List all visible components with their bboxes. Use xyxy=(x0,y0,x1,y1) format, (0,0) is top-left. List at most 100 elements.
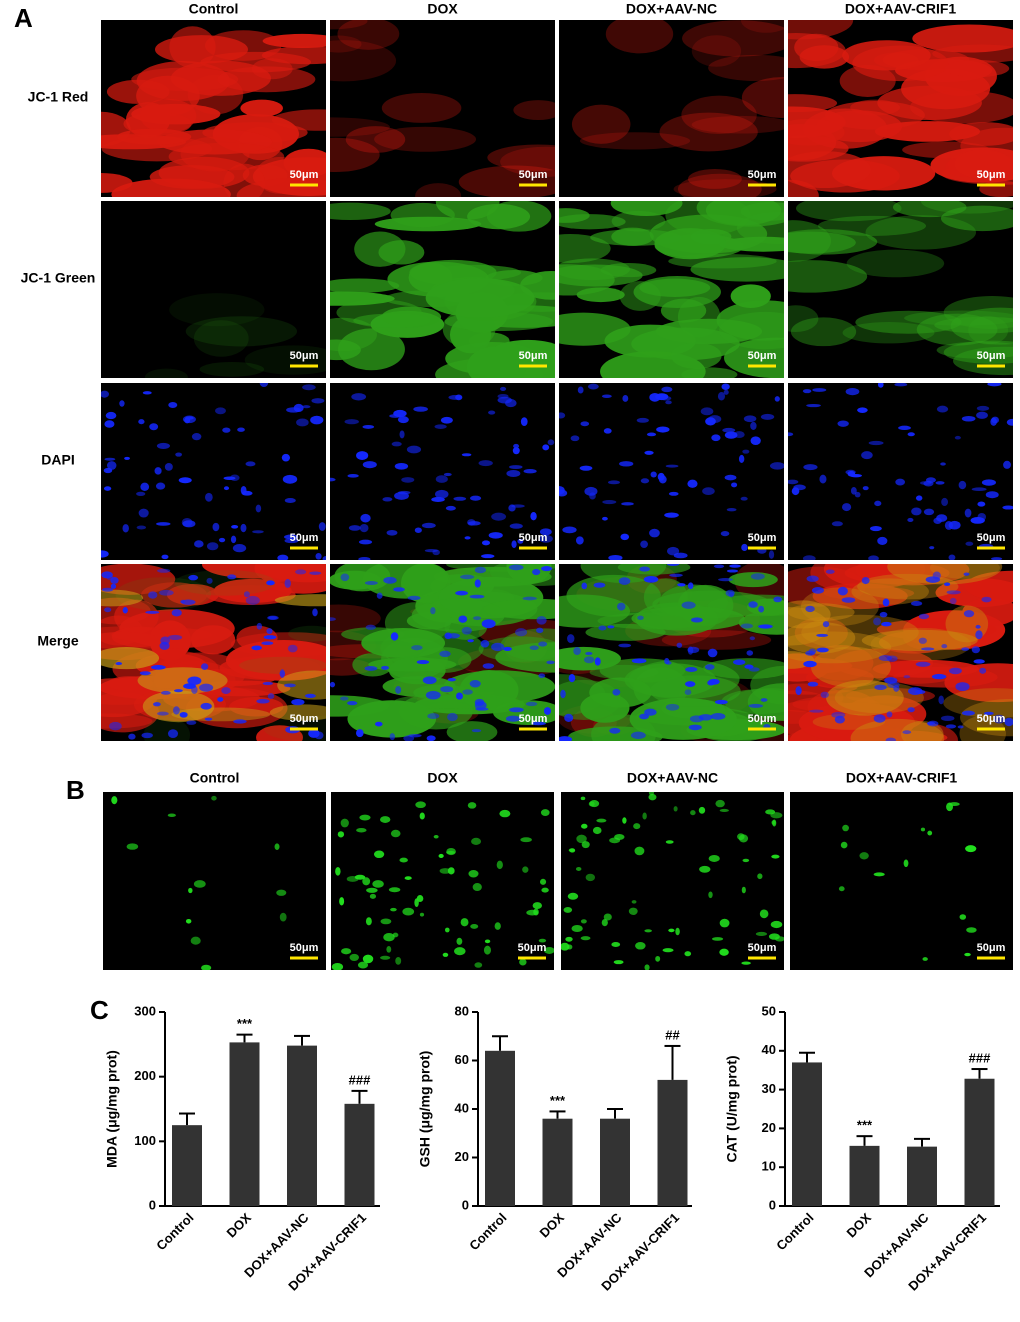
nucleus xyxy=(182,520,196,528)
nucleus xyxy=(206,542,219,551)
nucleus xyxy=(138,419,145,425)
red-signal xyxy=(788,179,819,197)
nucleus xyxy=(424,548,438,553)
tunel-positive-nucleus xyxy=(668,928,675,933)
scale-bar-label: 50μm xyxy=(977,350,1006,362)
scale-bar-label: 50μm xyxy=(748,942,777,954)
yellow-signal xyxy=(277,670,326,700)
nucleus xyxy=(540,565,553,572)
nucleus xyxy=(717,392,726,401)
nucleus xyxy=(520,417,528,427)
nucleus xyxy=(637,615,644,620)
green-signal xyxy=(330,202,391,221)
nucleus xyxy=(607,480,620,485)
tunel-positive-nucleus xyxy=(719,808,729,812)
red-signal xyxy=(513,100,555,120)
tunel-positive-nucleus xyxy=(755,931,768,937)
nucleus xyxy=(408,733,422,738)
nucleus xyxy=(861,451,873,460)
nucleus xyxy=(991,416,999,424)
nucleus xyxy=(619,461,634,467)
nucleus xyxy=(803,660,817,668)
tunel-positive-nucleus xyxy=(611,942,621,948)
nucleus xyxy=(390,632,399,641)
red-signal xyxy=(823,564,926,589)
green-signal xyxy=(633,276,721,309)
tunel-positive-nucleus xyxy=(388,887,401,893)
green-signal xyxy=(288,625,326,642)
panel-label: C xyxy=(90,995,109,1025)
y-tick-label: 0 xyxy=(462,1197,469,1212)
tunel-positive-nucleus xyxy=(581,823,588,829)
tunel-positive-nucleus xyxy=(439,868,451,874)
red-signal xyxy=(262,33,326,48)
x-tick-label: Control xyxy=(773,1210,816,1253)
bar xyxy=(600,1118,630,1206)
tunel-positive-nucleus xyxy=(339,897,345,906)
tunel-positive-nucleus xyxy=(737,833,745,841)
nucleus xyxy=(139,671,151,676)
tunel-positive-nucleus xyxy=(446,848,456,856)
nucleus xyxy=(932,571,941,580)
nucleus xyxy=(394,462,409,470)
nucleus xyxy=(175,452,182,457)
nucleus xyxy=(318,522,326,531)
nucleus xyxy=(649,528,660,538)
y-tick-label: 40 xyxy=(762,1042,776,1057)
nucleus xyxy=(488,532,503,539)
significance-label: *** xyxy=(857,1118,873,1133)
tunel-positive-nucleus xyxy=(635,941,646,950)
tunel-positive-nucleus xyxy=(920,827,926,832)
nucleus xyxy=(240,486,247,495)
nucleus xyxy=(926,721,936,725)
green-signal xyxy=(361,628,446,659)
nucleus xyxy=(167,729,179,738)
nucleus xyxy=(750,573,765,580)
nucleus xyxy=(261,641,274,646)
nucleus xyxy=(284,498,296,503)
scale-bar-label: 50μm xyxy=(977,169,1006,181)
nucleus xyxy=(215,407,226,415)
tunel-positive-nucleus xyxy=(644,964,650,970)
tunel-positive-nucleus xyxy=(634,846,645,856)
nucleus xyxy=(685,666,698,673)
nucleus xyxy=(559,489,568,497)
tunel-positive-nucleus xyxy=(274,843,280,851)
nucleus xyxy=(347,473,359,478)
red-signal xyxy=(116,128,192,145)
nucleus xyxy=(395,685,402,694)
tunel-positive-nucleus xyxy=(362,954,374,964)
green-signal xyxy=(855,310,962,334)
nucleus xyxy=(617,602,626,611)
nucleus xyxy=(173,689,183,693)
green-signal xyxy=(185,316,298,347)
column-header: DOX+AAV-CRIF1 xyxy=(846,770,958,786)
tunel-positive-nucleus xyxy=(483,945,491,955)
nucleus xyxy=(204,717,213,721)
nucleus xyxy=(640,478,650,484)
nucleus xyxy=(885,737,896,741)
red-signal xyxy=(330,35,362,53)
nucleus xyxy=(954,435,961,440)
nucleus xyxy=(562,526,577,534)
tunel-positive-nucleus xyxy=(340,818,349,828)
nucleus xyxy=(445,505,456,511)
tunel-positive-nucleus xyxy=(379,816,391,823)
tunel-positive-nucleus xyxy=(601,918,608,927)
nucleus xyxy=(155,482,166,490)
tunel-positive-nucleus xyxy=(566,944,573,950)
red-signal xyxy=(682,20,784,57)
tunel-positive-nucleus xyxy=(415,801,426,809)
nucleus xyxy=(411,645,423,651)
nucleus xyxy=(1002,505,1013,510)
nucleus xyxy=(191,685,198,694)
nucleus xyxy=(961,415,976,422)
nucleus xyxy=(721,383,730,390)
nucleus xyxy=(704,664,715,670)
red-signal xyxy=(458,165,555,197)
nucleus xyxy=(749,636,755,641)
y-tick-label: 300 xyxy=(134,1003,156,1018)
tunel-positive-nucleus xyxy=(442,952,449,957)
nucleus xyxy=(689,715,704,723)
micrograph xyxy=(559,201,784,378)
